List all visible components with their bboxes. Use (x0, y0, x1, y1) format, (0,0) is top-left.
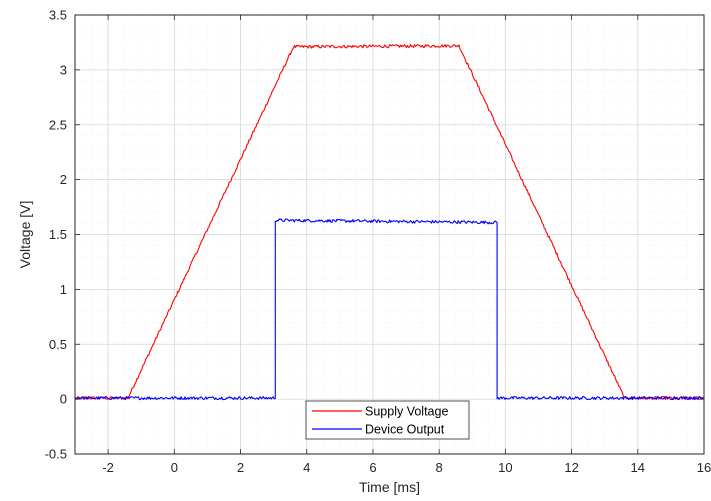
series-line-supply-voltage (74, 43, 705, 401)
series-layer (74, 43, 705, 401)
x-tick-label: 14 (631, 460, 645, 475)
y-tick-label: 0.5 (49, 337, 67, 352)
x-tick-label: 8 (436, 460, 443, 475)
x-tick-label: 16 (697, 460, 711, 475)
y-tick-label: -0.5 (45, 447, 67, 462)
x-tick-label: 10 (498, 460, 512, 475)
y-axis-title: Voltage [V] (17, 201, 33, 269)
x-tick-label: -2 (102, 460, 114, 475)
x-tick-labels: -2 0 2 4 6 8 10 12 14 16 (102, 460, 711, 475)
y-tick-label: 2.5 (49, 117, 67, 132)
x-axis-title: Time [ms] (359, 479, 420, 495)
legend: Supply Voltage Device Output (305, 400, 470, 440)
series-line-device-output (74, 218, 705, 401)
y-tick-labels: -0.5 0 0.5 1 1.5 2 2.5 3 3.5 (45, 8, 67, 462)
x-tick-label: 6 (369, 460, 376, 475)
y-tick-label: 1.5 (49, 227, 67, 242)
y-tick-label: 0 (60, 392, 67, 407)
y-tick-label: 3 (60, 62, 67, 77)
tick-marks (75, 14, 705, 455)
x-tick-label: 4 (303, 460, 310, 475)
legend-label-supply-voltage: Supply Voltage (365, 405, 448, 419)
x-tick-label: 0 (171, 460, 178, 475)
legend-box (305, 400, 470, 440)
x-tick-label: 12 (564, 460, 578, 475)
x-tick-label: 2 (237, 460, 244, 475)
legend-label-device-output: Device Output (365, 423, 445, 437)
y-tick-label: 2 (60, 172, 67, 187)
y-tick-label: 3.5 (49, 8, 67, 23)
y-tick-label: 1 (60, 282, 67, 297)
